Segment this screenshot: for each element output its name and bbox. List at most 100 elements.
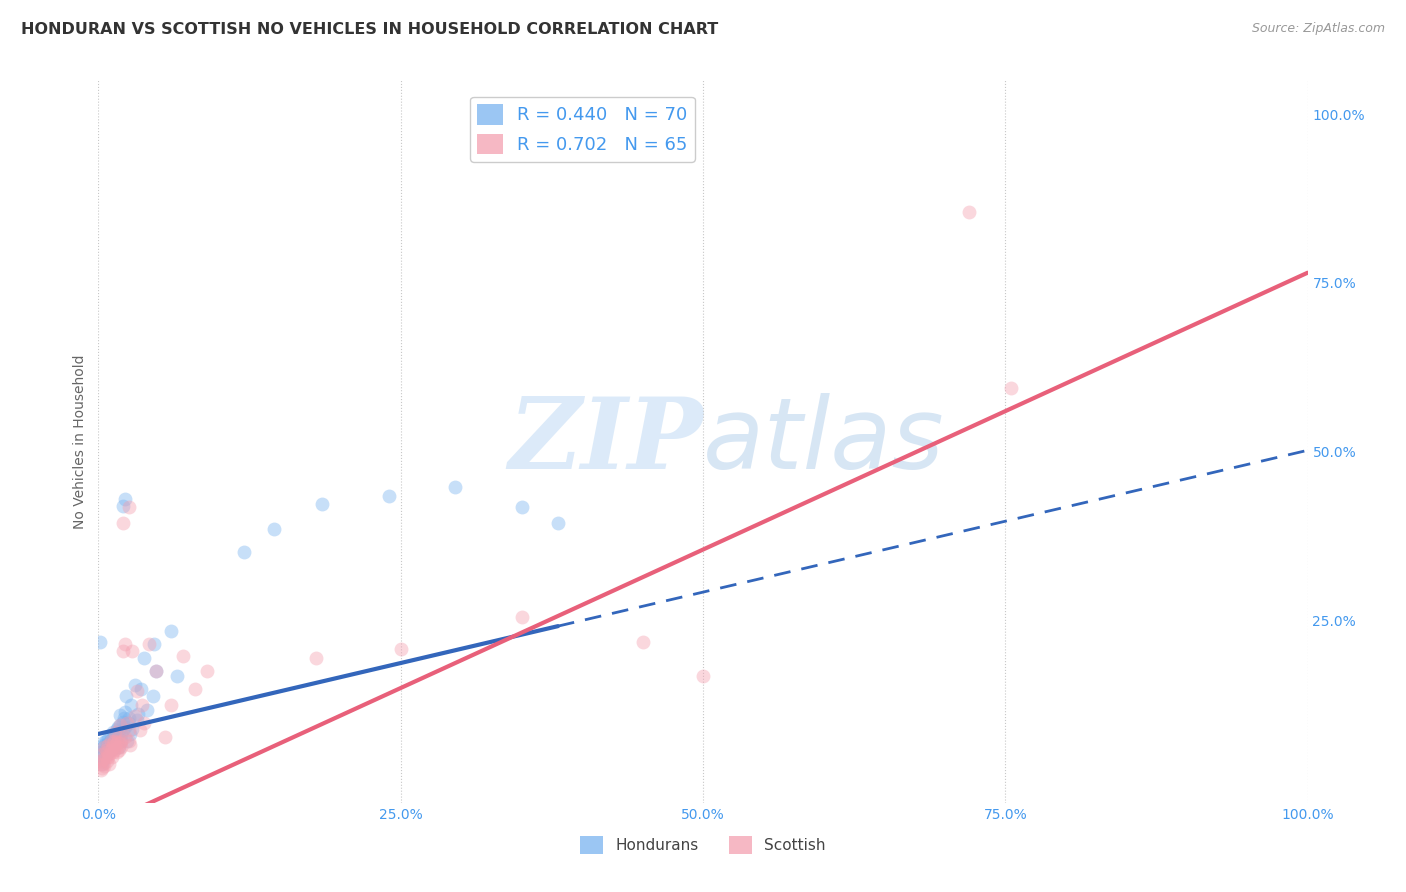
Hondurans [118,716,141,731]
Hondurans [129,682,152,697]
Scottish [692,669,714,683]
Scottish [107,740,129,755]
Scottish [117,716,139,731]
Hondurans [107,720,129,734]
Legend: Hondurans, Scottish: Hondurans, Scottish [574,830,832,860]
Scottish [100,740,122,755]
Scottish [97,739,120,753]
Y-axis label: No Vehicles in Household: No Vehicles in Household [73,354,87,529]
Scottish [114,637,136,651]
Scottish [131,698,153,712]
Scottish [89,756,111,771]
Hondurans [145,664,167,678]
Scottish [631,635,654,649]
Hondurans [91,756,114,771]
Scottish [103,733,125,747]
Hondurans [160,624,183,638]
Scottish [104,725,127,739]
Hondurans [166,669,188,683]
Scottish [94,743,117,757]
Hondurans [118,727,141,741]
Scottish [111,516,134,530]
Scottish [1000,380,1022,394]
Scottish [118,733,141,747]
Hondurans [100,728,122,742]
Hondurans [232,544,254,558]
Scottish [510,610,533,624]
Scottish [100,743,122,757]
Scottish [134,716,156,731]
Hondurans [93,735,115,749]
Hondurans [121,722,143,736]
Scottish [101,736,124,750]
Hondurans [127,714,149,728]
Scottish [118,723,141,737]
Hondurans [103,730,125,744]
Scottish [96,754,118,768]
Hondurans [108,718,131,732]
Scottish [108,736,131,750]
Scottish [110,733,132,747]
Scottish [97,750,120,764]
Scottish [389,641,412,656]
Scottish [108,718,131,732]
Scottish [121,644,143,658]
Scottish [94,750,117,764]
Hondurans [101,741,124,756]
Scottish [90,754,112,768]
Hondurans [311,497,333,511]
Scottish [153,730,176,744]
Scottish [118,739,141,753]
Hondurans [98,739,121,753]
Hondurans [91,740,114,755]
Scottish [101,745,124,759]
Hondurans [103,736,125,750]
Hondurans [134,650,156,665]
Hondurans [263,522,285,536]
Scottish [160,698,183,712]
Scottish [90,764,112,778]
Text: HONDURAN VS SCOTTISH NO VEHICLES IN HOUSEHOLD CORRELATION CHART: HONDURAN VS SCOTTISH NO VEHICLES IN HOUS… [21,22,718,37]
Scottish [96,745,118,759]
Hondurans [94,733,117,747]
Hondurans [115,689,138,703]
Hondurans [100,731,122,746]
Scottish [100,750,122,764]
Scottish [100,733,122,747]
Hondurans [377,489,399,503]
Scottish [138,637,160,651]
Hondurans [118,711,141,725]
Hondurans [104,733,127,747]
Hondurans [547,516,569,530]
Scottish [103,743,125,757]
Scottish [93,740,115,755]
Hondurans [112,711,135,725]
Scottish [957,205,980,219]
Scottish [110,740,132,755]
Hondurans [89,635,111,649]
Hondurans [127,706,149,721]
Scottish [105,745,128,759]
Scottish [105,735,128,749]
Scottish [111,644,134,658]
Scottish [91,747,114,761]
Hondurans [108,740,131,755]
Hondurans [111,723,134,737]
Hondurans [91,754,114,768]
Scottish [195,664,218,678]
Hondurans [111,499,134,513]
Hondurans [135,703,157,717]
Scottish [118,500,141,514]
Hondurans [114,720,136,734]
Scottish [91,752,114,766]
Hondurans [120,698,142,712]
Scottish [124,709,146,723]
Text: ZIP: ZIP [508,393,703,490]
Hondurans [98,743,121,757]
Hondurans [108,708,131,723]
Scottish [98,756,121,771]
Hondurans [105,730,128,744]
Hondurans [96,741,118,756]
Hondurans [114,705,136,719]
Hondurans [101,725,124,739]
